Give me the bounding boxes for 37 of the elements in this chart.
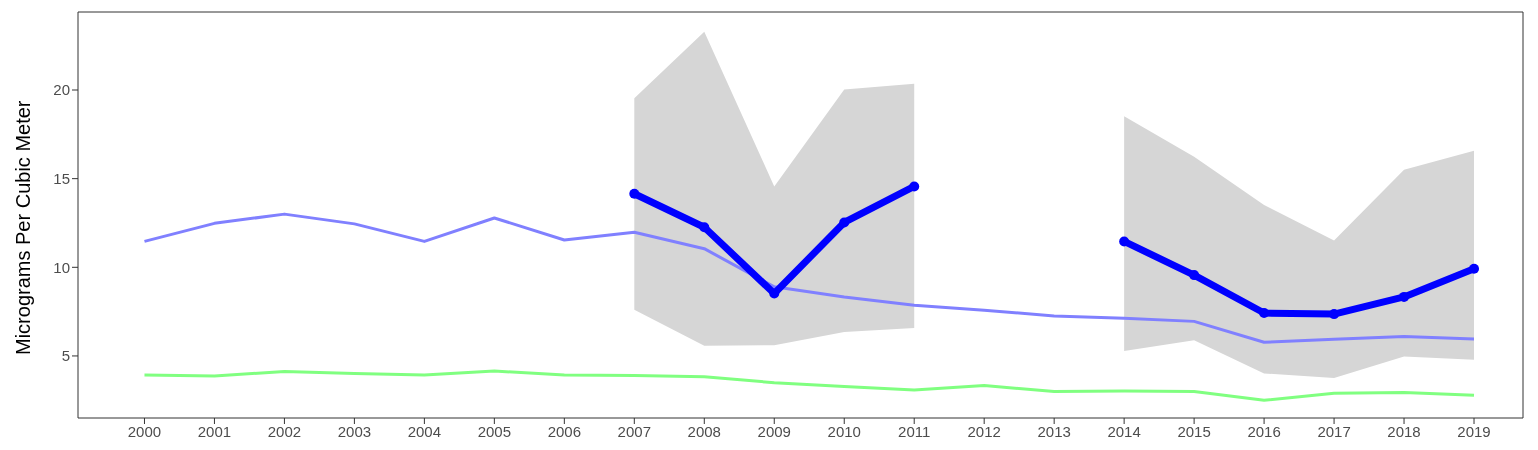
- y-tick-label: 20: [53, 81, 70, 99]
- x-tick-label: 2009: [757, 422, 791, 440]
- x-tick-label: 2017: [1317, 422, 1351, 440]
- point: [1119, 236, 1130, 247]
- y-tick-label: 15: [53, 169, 70, 187]
- x-tick-label: 2000: [127, 422, 162, 440]
- point: [1189, 270, 1200, 281]
- x-tick-label: 2007: [617, 422, 651, 440]
- x-tick-label: 2004: [407, 422, 442, 440]
- y-tick-label: 10: [53, 258, 70, 276]
- x-tick-label: 2013: [1037, 422, 1071, 440]
- y-tick-label: 5: [61, 347, 70, 365]
- x-tick-label: 2015: [1177, 422, 1211, 440]
- line-series: [142, 212, 1476, 344]
- x-tick-label: 2006: [547, 422, 582, 440]
- point: [1469, 263, 1480, 274]
- x-tick-label: 2016: [1247, 422, 1281, 440]
- point: [699, 222, 710, 233]
- x-tick-label: 2018: [1387, 422, 1421, 440]
- x-tick-label: 2019: [1457, 422, 1491, 440]
- point: [1399, 291, 1410, 302]
- point: [909, 181, 920, 192]
- x-tick-label: 2001: [197, 422, 232, 440]
- x-tick-label: 2003: [337, 422, 372, 440]
- point: [839, 217, 850, 228]
- point: [1329, 309, 1340, 320]
- x-tick-label: 2005: [477, 422, 512, 440]
- x-tick-label: 2014: [1107, 422, 1141, 440]
- point: [769, 288, 780, 299]
- x-tick-label: 2010: [827, 422, 861, 440]
- x-tick-label: 2002: [267, 422, 302, 440]
- point: [629, 188, 640, 199]
- y-axis-title: Micrograms Per Cubic Meter: [12, 100, 35, 355]
- x-tick-label: 2011: [898, 422, 931, 440]
- x-tick-label: 2008: [687, 422, 721, 440]
- line-series: [142, 369, 1476, 402]
- x-tick-label: 2012: [967, 422, 1001, 440]
